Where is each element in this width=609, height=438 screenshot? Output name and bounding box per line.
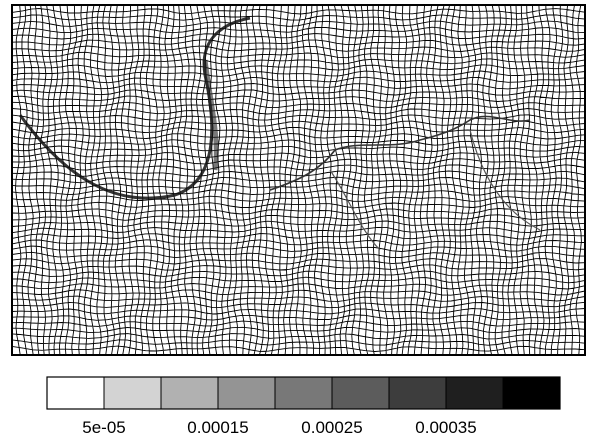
mesh-plot <box>11 4 586 356</box>
colorbar-segment <box>502 376 561 410</box>
crack <box>269 115 531 191</box>
colorbar: 5e-05 0.00015 0.00025 0.00035 <box>46 376 561 437</box>
crack <box>18 16 251 200</box>
crack <box>329 129 541 251</box>
colorbar-segment <box>160 376 219 410</box>
colorbar-segment <box>331 376 390 410</box>
crack <box>202 59 219 171</box>
colorbar-tick-label: 5e-05 <box>82 418 125 437</box>
colorbar-tick-label: 0.00035 <box>415 418 476 437</box>
mesh-lines <box>11 4 586 356</box>
colorbar-segment <box>103 376 162 410</box>
colorbar-segment <box>274 376 333 410</box>
colorbar-segment <box>445 376 504 410</box>
colorbar-tick-label: 0.00015 <box>187 418 248 437</box>
mesh-border <box>11 4 586 356</box>
colorbar-border <box>46 376 561 410</box>
colorbar-segment <box>46 376 105 410</box>
colorbar-tick-label: 0.00025 <box>301 418 362 437</box>
colorbar-segment <box>388 376 447 410</box>
colorbar-segment <box>217 376 276 410</box>
